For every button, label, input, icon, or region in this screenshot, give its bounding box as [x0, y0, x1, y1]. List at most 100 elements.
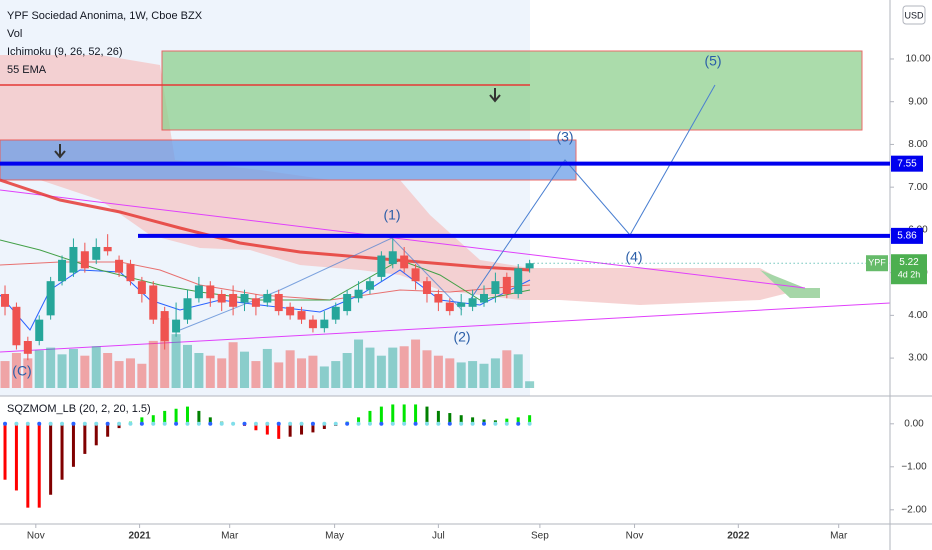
- candle-body: [480, 293, 489, 303]
- arrow: [54, 144, 66, 159]
- candle-body: [377, 255, 386, 277]
- ticker-tag: [866, 255, 888, 272]
- volume-bar: [34, 350, 44, 388]
- price-tag: [891, 254, 927, 285]
- volume-bar: [365, 347, 375, 388]
- volume-bar: [422, 350, 432, 388]
- volume-bar: [308, 355, 318, 388]
- volume-bar: [433, 355, 443, 388]
- squeeze-dot: [299, 421, 304, 426]
- momentum-bar: [516, 417, 520, 424]
- candle-body: [388, 251, 397, 265]
- squeeze-dot: [516, 421, 521, 426]
- volume-bar: [68, 348, 78, 388]
- candle-body: [525, 263, 534, 269]
- candle-body: [286, 306, 295, 316]
- squeeze-dot: [242, 421, 247, 426]
- target-box: [161, 50, 863, 131]
- squeeze-dot: [25, 421, 30, 426]
- squeeze-dot: [162, 421, 167, 426]
- volume-bar: [194, 353, 204, 388]
- squeeze-dot: [310, 421, 315, 426]
- y-tick-label: 0.00: [904, 418, 924, 429]
- y-tick-label: −2.00: [901, 504, 927, 515]
- candle-body: [468, 298, 477, 307]
- candle-body: [172, 319, 181, 333]
- candle-body: [434, 293, 443, 303]
- squeeze-dot: [139, 421, 144, 426]
- candle-body: [58, 259, 67, 282]
- momentum-bar: [37, 423, 41, 508]
- candle-body: [502, 276, 511, 294]
- volume-bar: [148, 340, 158, 388]
- ichimoku-cloud-green: [760, 270, 820, 298]
- momentum-bar: [60, 423, 64, 480]
- candle-body: [69, 246, 78, 273]
- x-tick-label: May: [325, 531, 344, 542]
- volume-bar: [354, 339, 364, 388]
- arrow: [489, 88, 501, 103]
- momentum-bar: [185, 406, 189, 424]
- volume-bar: [319, 366, 329, 388]
- momentum-bar: [106, 423, 110, 437]
- momentum-bar: [117, 423, 121, 429]
- momentum-bar: [94, 423, 98, 446]
- squeeze-dot: [379, 421, 384, 426]
- trendline: [0, 302, 891, 353]
- wave-label: (1): [383, 207, 400, 223]
- squeeze-dot: [390, 421, 395, 426]
- candle-body: [308, 319, 317, 329]
- squeeze-dot: [174, 421, 179, 426]
- momentum-bar: [254, 423, 258, 431]
- volume-bar: [502, 350, 512, 388]
- candle-body: [445, 302, 454, 312]
- momentum-bar: [140, 417, 144, 424]
- candle-body: [274, 293, 283, 312]
- momentum-bar: [49, 423, 53, 495]
- candle-body: [149, 285, 158, 320]
- momentum-bar: [505, 418, 509, 424]
- candle-body: [194, 285, 203, 299]
- indicator-label: 55 EMA: [7, 64, 47, 76]
- volume-bar: [399, 346, 409, 388]
- momentum-bar: [265, 423, 269, 435]
- candle-body: [115, 259, 124, 273]
- squeeze-dot: [196, 421, 201, 426]
- volume-bar: [251, 361, 261, 388]
- candle-body: [400, 255, 409, 269]
- volume-bar: [513, 354, 523, 388]
- level-label: 7.55: [897, 158, 917, 169]
- momentum-bar: [277, 423, 281, 439]
- candle-body: [206, 285, 215, 299]
- candle-body: [217, 293, 226, 303]
- momentum-bar: [448, 413, 452, 424]
- candle-body: [126, 264, 135, 282]
- volume-bar: [114, 361, 124, 388]
- squeeze-dot: [37, 421, 42, 426]
- squeeze-dot: [333, 421, 338, 426]
- squeeze-dot: [367, 421, 372, 426]
- volume-bar: [285, 350, 295, 388]
- wave-count: [179, 237, 463, 331]
- candle-body: [514, 268, 523, 294]
- volume-bar: [490, 358, 500, 388]
- volume-bar: [125, 358, 135, 388]
- momentum-bar: [357, 417, 361, 424]
- y-tick-label: 3.00: [908, 353, 928, 364]
- volume-bar: [205, 355, 215, 388]
- momentum-bar: [3, 423, 7, 480]
- candle-body: [23, 340, 32, 354]
- x-tick-label: Nov: [626, 531, 644, 542]
- momentum-bar: [288, 423, 292, 437]
- wave-label: (2): [453, 329, 470, 345]
- squeeze-dot: [185, 421, 190, 426]
- squeeze-dot: [82, 421, 87, 426]
- volume-bar: [182, 344, 192, 388]
- level-tag: [891, 155, 923, 172]
- y-tick-label: −1.00: [901, 461, 927, 472]
- volume-bar: [297, 358, 307, 388]
- level-label: 5.86: [897, 231, 917, 242]
- squeeze-dot: [356, 421, 361, 426]
- x-tick-label: Jul: [432, 531, 445, 542]
- volume-bar: [11, 353, 21, 388]
